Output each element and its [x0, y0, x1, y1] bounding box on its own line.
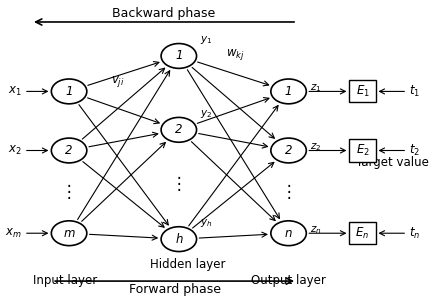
Text: $x_m$: $x_m$: [5, 227, 22, 240]
Text: ⋮: ⋮: [279, 183, 296, 201]
Text: $w_{kj}$: $w_{kj}$: [226, 47, 244, 62]
Text: $t_2$: $t_2$: [408, 143, 420, 158]
Circle shape: [51, 221, 87, 246]
Text: $y_2$: $y_2$: [199, 108, 212, 120]
Text: m: m: [63, 227, 74, 240]
Text: Hidden layer: Hidden layer: [149, 258, 225, 271]
Text: 1: 1: [175, 49, 182, 63]
Text: 1: 1: [284, 85, 292, 98]
Text: 1: 1: [65, 85, 73, 98]
Text: $t_n$: $t_n$: [408, 226, 420, 241]
Text: $y_h$: $y_h$: [199, 217, 212, 229]
Text: Forward phase: Forward phase: [128, 283, 220, 296]
Text: $y_1$: $y_1$: [199, 34, 212, 46]
Text: 2: 2: [284, 144, 292, 157]
Text: $E_2$: $E_2$: [355, 143, 368, 158]
Text: Input layer: Input layer: [33, 274, 97, 287]
Text: $E_n$: $E_n$: [355, 226, 369, 241]
Text: h: h: [175, 233, 182, 246]
Text: $x_2$: $x_2$: [8, 144, 22, 157]
Circle shape: [270, 138, 306, 163]
Text: $z_2$: $z_2$: [309, 142, 320, 154]
Text: $z_1$: $z_1$: [309, 82, 321, 94]
Circle shape: [161, 227, 196, 252]
Text: Target value: Target value: [355, 156, 427, 169]
Text: $z_n$: $z_n$: [309, 224, 321, 236]
Circle shape: [161, 44, 196, 68]
Circle shape: [51, 138, 87, 163]
Text: ⋮: ⋮: [170, 175, 187, 194]
Text: ⋮: ⋮: [60, 183, 77, 201]
Circle shape: [161, 117, 196, 142]
Text: Backward phase: Backward phase: [112, 7, 215, 20]
Text: $E_1$: $E_1$: [355, 84, 368, 99]
FancyBboxPatch shape: [349, 222, 374, 244]
Text: $t_1$: $t_1$: [408, 84, 420, 99]
Text: 2: 2: [65, 144, 73, 157]
Circle shape: [270, 221, 306, 246]
Text: Output layer: Output layer: [251, 274, 325, 287]
Text: n: n: [284, 227, 292, 240]
FancyBboxPatch shape: [349, 139, 374, 162]
Circle shape: [270, 79, 306, 104]
Text: $v_{ji}$: $v_{ji}$: [111, 73, 124, 88]
FancyBboxPatch shape: [349, 80, 374, 102]
Circle shape: [51, 79, 87, 104]
Text: 2: 2: [175, 123, 182, 136]
Text: $x_1$: $x_1$: [8, 85, 22, 98]
